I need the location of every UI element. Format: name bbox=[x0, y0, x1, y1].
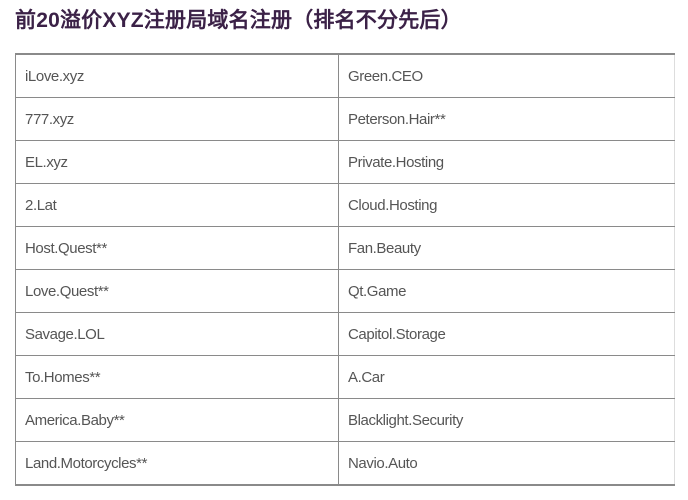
domain-cell: Savage.LOL bbox=[15, 312, 339, 356]
table-row: Host.Quest** Fan.Beauty bbox=[15, 226, 675, 270]
domain-cell: 777.xyz bbox=[15, 97, 339, 141]
table-row: Savage.LOL Capitol.Storage bbox=[15, 312, 675, 356]
domain-cell: EL.xyz bbox=[15, 140, 339, 184]
table-row: To.Homes** A.Car bbox=[15, 355, 675, 399]
domain-table: iLove.xyz Green.CEO 777.xyz Peterson.Hair**… bbox=[15, 53, 675, 486]
table-row: iLove.xyz Green.CEO bbox=[15, 53, 675, 98]
domain-cell: America.Baby** bbox=[15, 398, 339, 442]
domain-cell: Land.Motorcycles** bbox=[15, 441, 339, 486]
domain-cell: Blacklight.Security bbox=[338, 398, 675, 442]
domain-cell: Cloud.Hosting bbox=[338, 183, 675, 227]
table-row: Love.Quest** Qt.Game bbox=[15, 269, 675, 313]
table-row: Land.Motorcycles** Navio.Auto bbox=[15, 441, 675, 486]
page-title: 前20溢价XYZ注册局域名注册（排名不分先后） bbox=[15, 9, 462, 32]
domain-cell: 2.Lat bbox=[15, 183, 339, 227]
domain-cell: Green.CEO bbox=[338, 53, 675, 98]
domain-cell: Private.Hosting bbox=[338, 140, 675, 184]
domain-cell: Host.Quest** bbox=[15, 226, 339, 270]
table-row: EL.xyz Private.Hosting bbox=[15, 140, 675, 184]
domain-cell: Peterson.Hair** bbox=[338, 97, 675, 141]
table-row: 2.Lat Cloud.Hosting bbox=[15, 183, 675, 227]
domain-cell: Fan.Beauty bbox=[338, 226, 675, 270]
table-row: 777.xyz Peterson.Hair** bbox=[15, 97, 675, 141]
domain-cell: Qt.Game bbox=[338, 269, 675, 313]
domain-cell: A.Car bbox=[338, 355, 675, 399]
table-row: America.Baby** Blacklight.Security bbox=[15, 398, 675, 442]
domain-cell: To.Homes** bbox=[15, 355, 339, 399]
domain-cell: Capitol.Storage bbox=[338, 312, 675, 356]
domain-cell: Navio.Auto bbox=[338, 441, 675, 486]
domain-cell: Love.Quest** bbox=[15, 269, 339, 313]
domain-cell: iLove.xyz bbox=[15, 53, 339, 98]
